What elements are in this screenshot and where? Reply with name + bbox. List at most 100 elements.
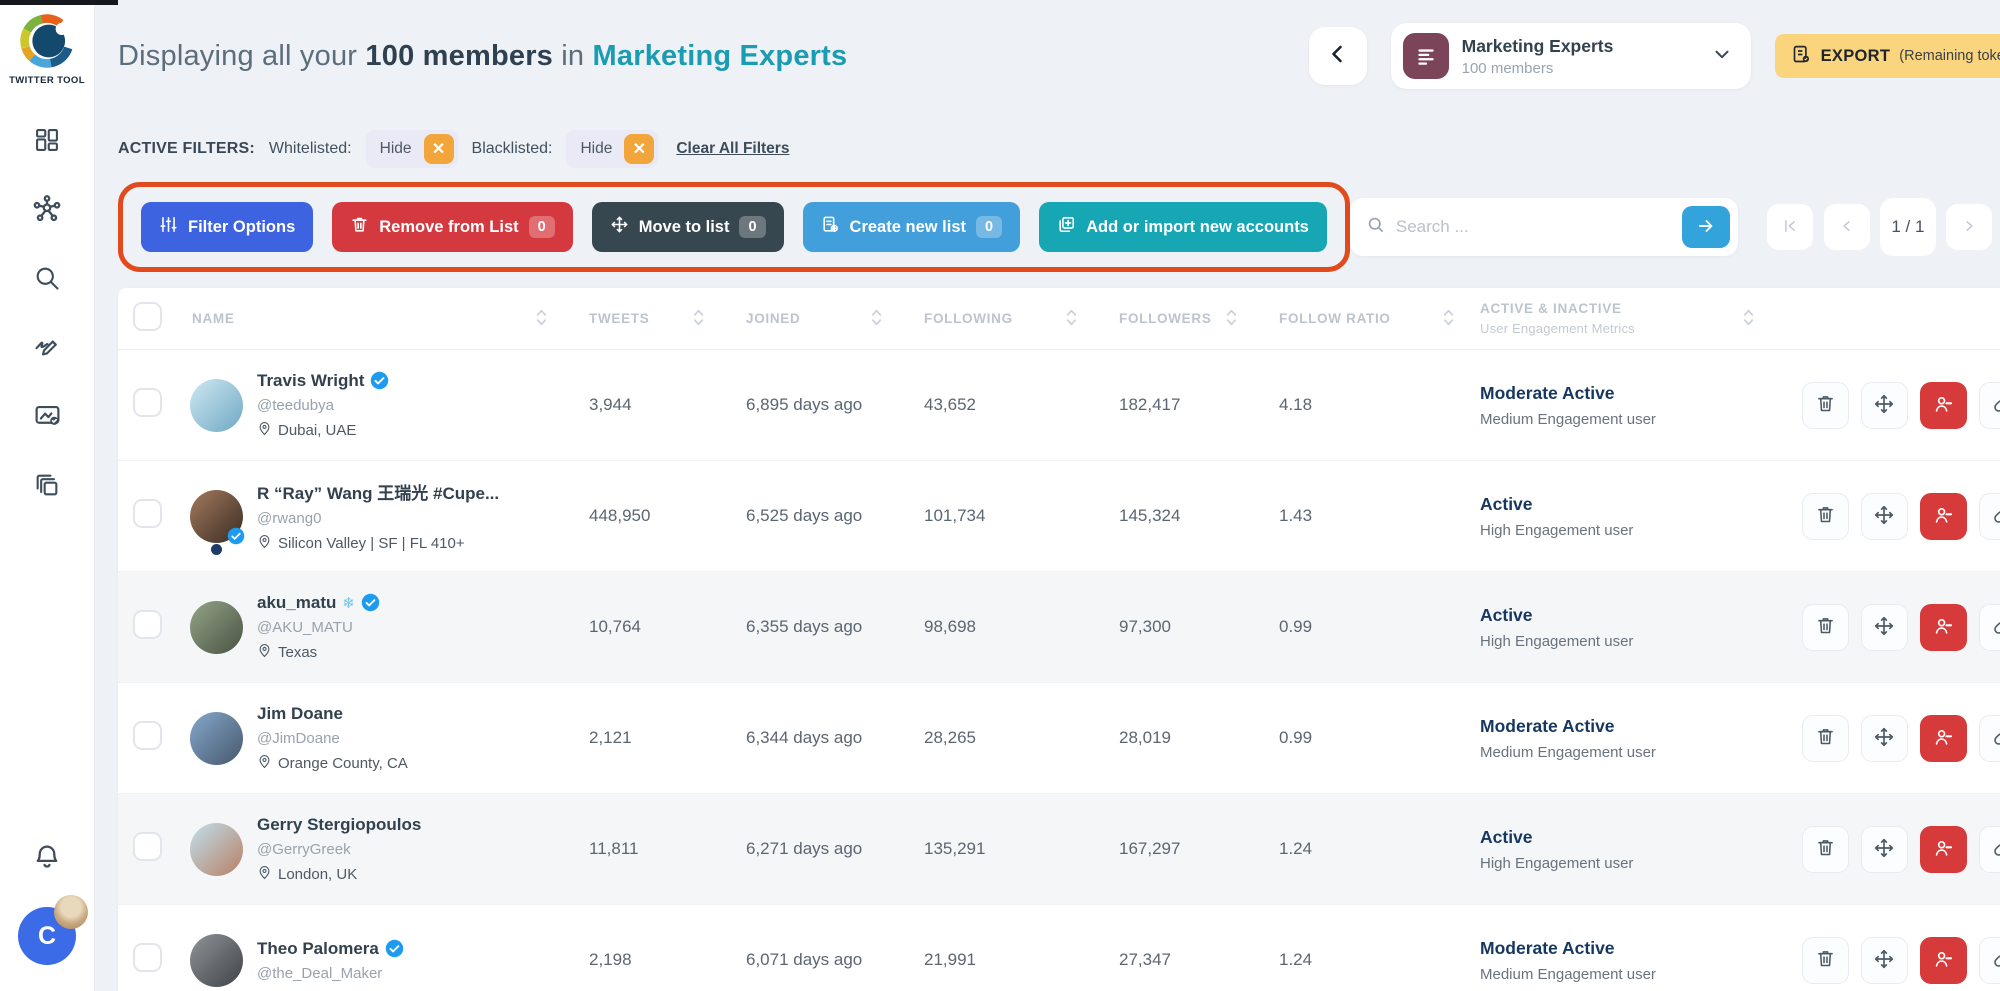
filter-options-button[interactable]: Filter Options <box>141 202 314 252</box>
activity-status: Active <box>1480 604 1533 625</box>
selected-list-count: 100 members <box>1461 59 1554 77</box>
engagement-label: Medium Engagement user <box>1480 743 1656 761</box>
member-name[interactable]: Jim Doane <box>257 703 343 723</box>
first-page-button[interactable] <box>1765 203 1814 251</box>
next-page-button[interactable] <box>1944 203 1993 251</box>
link-icon <box>1992 393 2000 417</box>
delete-member-button[interactable] <box>1801 936 1849 984</box>
member-name[interactable]: Gerry Stergiopoulos <box>257 814 422 834</box>
row-checkbox[interactable] <box>133 943 162 972</box>
member-name[interactable]: R “Ray” Wang 王瑞光 #Cupe... <box>257 484 500 503</box>
followers-value: 27,347 <box>1119 950 1171 969</box>
delete-member-button[interactable] <box>1801 492 1849 540</box>
header-joined[interactable]: JOINED <box>730 308 908 330</box>
move-member-button[interactable] <box>1860 714 1908 762</box>
row-checkbox[interactable] <box>133 721 162 750</box>
open-profile-link-button[interactable] <box>1978 492 2000 540</box>
open-profile-link-button[interactable] <box>1978 381 2000 429</box>
tweets-value: 2,121 <box>589 728 632 747</box>
search-icon <box>1366 215 1386 240</box>
user-avatar[interactable]: C <box>18 895 88 965</box>
open-profile-link-button[interactable] <box>1978 603 2000 651</box>
open-profile-link-button[interactable] <box>1978 825 2000 873</box>
topbar: Displaying all your 100 members in Marke… <box>118 0 2000 112</box>
engagement-label: Medium Engagement user <box>1480 410 1656 428</box>
delete-member-button[interactable] <box>1801 825 1849 873</box>
add-import-accounts-button[interactable]: Add or import new accounts <box>1039 202 1327 252</box>
header-active-inactive[interactable]: ACTIVE & INACTIVE User Engagement Metric… <box>1480 301 1780 336</box>
remove-follower-button[interactable] <box>1919 603 1967 651</box>
sidebar-item-media-analytics[interactable] <box>31 402 63 434</box>
sort-icon[interactable] <box>693 308 704 330</box>
list-selector-dropdown[interactable]: Marketing Experts 100 members <box>1390 23 1751 89</box>
member-handle[interactable]: @AKU_MATU <box>257 618 353 636</box>
move-member-button[interactable] <box>1860 936 1908 984</box>
move-to-list-button[interactable]: Move to list 0 <box>591 202 784 252</box>
header-followers[interactable]: FOLLOWERS <box>1103 308 1263 330</box>
delete-member-button[interactable] <box>1801 714 1849 762</box>
notifications-button[interactable] <box>31 843 63 875</box>
select-all-checkbox[interactable] <box>133 301 162 331</box>
previous-page-button[interactable] <box>1822 203 1871 251</box>
move-member-button[interactable] <box>1860 492 1908 540</box>
location-text: Texas <box>278 643 318 661</box>
row-checkbox[interactable] <box>133 499 162 528</box>
row-checkbox[interactable] <box>133 388 162 417</box>
delete-member-button[interactable] <box>1801 381 1849 429</box>
create-new-list-button[interactable]: Create new list 0 <box>802 202 1021 252</box>
sort-icon[interactable] <box>1443 308 1454 330</box>
header-name[interactable]: NAME <box>178 308 573 330</box>
chevron-left-icon <box>1838 217 1856 238</box>
delete-member-button[interactable] <box>1801 603 1849 651</box>
member-name[interactable]: Theo Palomera <box>257 938 379 958</box>
clear-all-filters-link[interactable]: Clear All Filters <box>676 140 790 157</box>
add-import-label: Add or import new accounts <box>1086 217 1309 236</box>
remove-follower-button[interactable] <box>1919 936 1967 984</box>
sort-icon[interactable] <box>1743 308 1754 330</box>
member-handle[interactable]: @teedubya <box>257 396 334 414</box>
remove-follower-button[interactable] <box>1919 714 1967 762</box>
sidebar-item-dashboard[interactable] <box>31 126 63 158</box>
move-member-button[interactable] <box>1860 825 1908 873</box>
remove-follower-button[interactable] <box>1919 492 1967 540</box>
member-handle[interactable]: @rwang0 <box>257 510 322 527</box>
open-profile-link-button[interactable] <box>1978 714 2000 762</box>
sidebar-item-search[interactable] <box>31 264 63 296</box>
sort-icon[interactable] <box>871 308 882 330</box>
row-checkbox-cell <box>118 832 178 866</box>
member-handle[interactable]: @JimDoane <box>257 729 340 747</box>
member-handle[interactable]: @GerryGreek <box>257 840 351 858</box>
sort-icon[interactable] <box>1226 308 1237 330</box>
following-value: 98,698 <box>924 617 976 636</box>
export-button[interactable]: EXPORT (Remaining token: 0) <box>1774 34 2000 78</box>
row-checkbox[interactable] <box>133 832 162 861</box>
search-submit-button[interactable] <box>1681 206 1730 248</box>
header-follow-ratio[interactable]: FOLLOW RATIO <box>1263 308 1480 330</box>
header-tweets[interactable]: TWEETS <box>573 308 730 330</box>
sidebar-item-compose[interactable] <box>31 333 63 365</box>
remove-whitelisted-filter-button[interactable]: ✕ <box>423 134 454 164</box>
header-following[interactable]: FOLLOWING <box>908 308 1103 330</box>
engagement-label: High Engagement user <box>1480 521 1634 539</box>
member-name[interactable]: Travis Wright <box>257 370 365 390</box>
remove-follower-button[interactable] <box>1919 381 1967 429</box>
remove-follower-button[interactable] <box>1919 825 1967 873</box>
search-input[interactable] <box>1395 217 1672 237</box>
remove-from-list-button[interactable]: Remove from List 0 <box>332 202 573 252</box>
open-profile-link-button[interactable] <box>1978 936 2000 984</box>
whitelisted-label: Whitelisted: <box>268 140 352 157</box>
back-button[interactable] <box>1308 27 1367 85</box>
move-member-button[interactable] <box>1860 381 1908 429</box>
bell-icon <box>32 842 62 877</box>
sort-icon[interactable] <box>536 308 547 330</box>
member-name[interactable]: aku_matu <box>257 592 337 612</box>
location-text: Orange County, CA <box>278 754 408 772</box>
member-handle[interactable]: @the_Deal_Maker <box>257 964 383 982</box>
sort-icon[interactable] <box>1066 308 1077 330</box>
sidebar-item-collections[interactable] <box>31 471 63 503</box>
move-member-button[interactable] <box>1860 603 1908 651</box>
move-arrows-icon <box>1873 837 1895 862</box>
remove-blacklisted-filter-button[interactable]: ✕ <box>624 134 655 164</box>
sidebar-item-network[interactable] <box>31 194 63 227</box>
row-checkbox[interactable] <box>133 610 162 639</box>
